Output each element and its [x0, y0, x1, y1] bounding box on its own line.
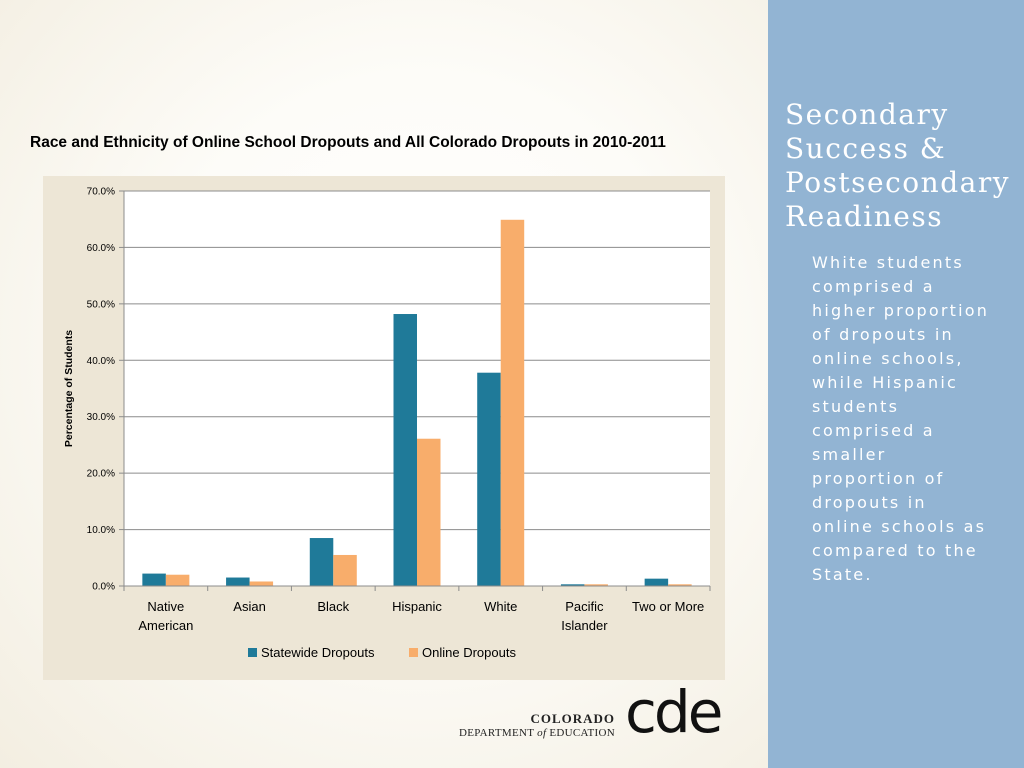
x-tick-label: Hispanic [392, 599, 442, 614]
x-tick-label: Black [317, 599, 349, 614]
bar-statewide-dropouts [644, 578, 669, 586]
bar-online-dropouts [249, 581, 274, 586]
bar-statewide-dropouts [393, 314, 417, 586]
bar-chart: 0.0% 10.0% 20.0% 30.0% 40.0% 50.0% 60.0% 70.0% P… [63, 187, 711, 660]
bar-online-dropouts [584, 584, 608, 586]
logo-dept-of: of [537, 727, 547, 739]
legend-swatch [248, 648, 257, 657]
y-tick-label: 10.0% [87, 525, 115, 536]
x-tick-label: Native [147, 599, 184, 614]
bar-statewide-dropouts [142, 573, 166, 586]
x-tick-label: Pacific [565, 599, 604, 614]
slide-body-text: White students comprised a higher propor… [812, 253, 990, 584]
bar-online-dropouts [333, 554, 357, 586]
y-tick-label: 0.0% [92, 582, 115, 593]
x-tick-label: White [484, 599, 517, 614]
slide-title: Secondary Success & Postsecondary Readin… [785, 98, 1011, 233]
bar-online-dropouts [500, 219, 525, 586]
bar-online-dropouts [165, 574, 190, 586]
legend-swatch [409, 648, 418, 657]
x-tick-label: Islander [561, 618, 608, 633]
logo-dept-post: EDUCATION [546, 727, 615, 739]
cde-logo: COLORADO DEPARTMENT of EDUCATION cde [455, 682, 755, 750]
chart-frame: 0.0% 10.0% 20.0% 30.0% 40.0% 50.0% 60.0% 70.0% P… [43, 176, 725, 680]
chart-title: Race and Ethnicity of Online School Drop… [30, 134, 666, 151]
legend-label: Online Dropouts [422, 645, 516, 660]
x-tick-label: Two or More [632, 599, 704, 614]
bar-statewide-dropouts [226, 577, 250, 586]
logo-mark: cde [625, 678, 723, 746]
y-tick-label: 20.0% [87, 469, 115, 480]
bar-statewide-dropouts [477, 372, 501, 586]
x-tick-label: Asian [233, 599, 266, 614]
logo-dept-pre: DEPARTMENT [459, 727, 538, 739]
y-tick-label: 30.0% [87, 412, 115, 423]
logo-colorado-text: COLORADO [530, 711, 615, 726]
x-tick-label: American [138, 618, 193, 633]
side-panel [768, 0, 1024, 768]
y-tick-label: 70.0% [87, 187, 115, 198]
legend-label: Statewide Dropouts [261, 645, 375, 660]
bar-statewide-dropouts [309, 538, 334, 586]
y-tick-label: 60.0% [87, 243, 115, 254]
bar-statewide-dropouts [560, 584, 585, 586]
y-axis-title: Percentage of Students [63, 330, 75, 447]
logo-department-text: DEPARTMENT of EDUCATION [459, 727, 615, 739]
bar-online-dropouts [417, 438, 441, 586]
y-tick-label: 50.0% [87, 299, 115, 310]
y-tick-label: 40.0% [87, 356, 115, 367]
bar-online-dropouts [668, 584, 692, 586]
